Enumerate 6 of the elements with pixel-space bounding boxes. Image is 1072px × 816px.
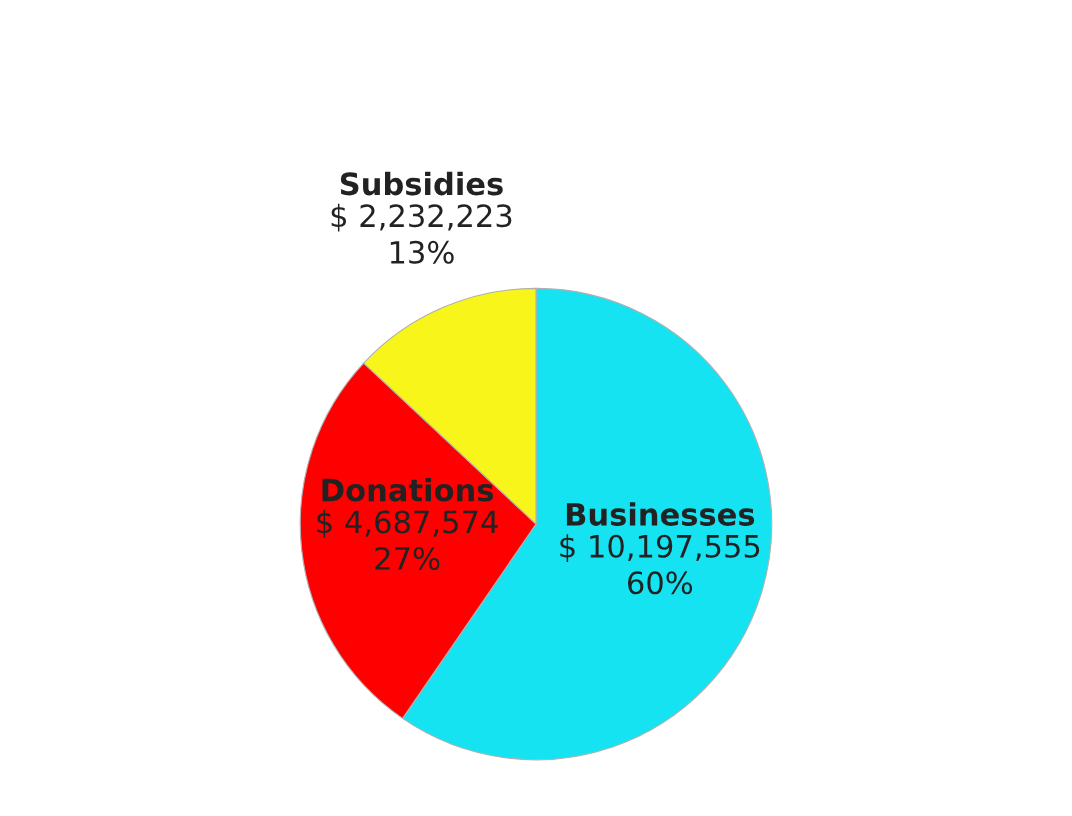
data-label: $ 2,232,223 13% <box>331 203 512 264</box>
data-label: $ 4,687,574 27% <box>317 509 498 571</box>
slice-label: Subsidies <box>340 171 503 196</box>
slice-label: Businesses <box>566 502 755 526</box>
data-label: $ 10,197,555 60% <box>560 534 760 595</box>
slice-label: Donations <box>322 477 494 502</box>
